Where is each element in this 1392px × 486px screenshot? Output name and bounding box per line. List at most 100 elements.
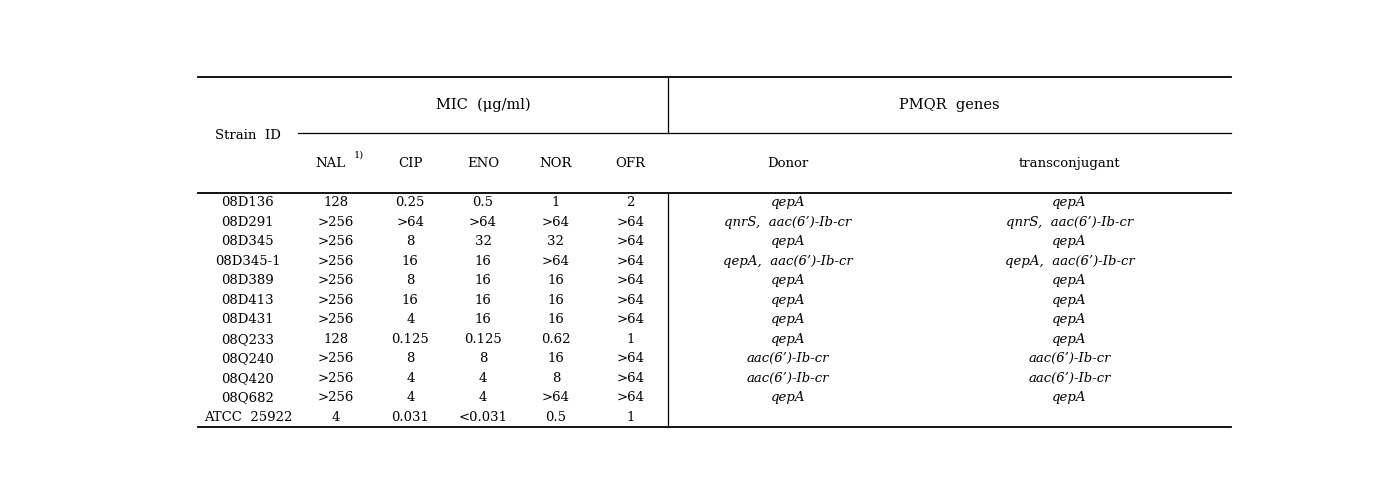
Text: qnrS,  aac(6’)-Ib-cr: qnrS, aac(6’)-Ib-cr [1006,216,1133,229]
Text: >64: >64 [617,216,644,229]
Text: <0.031: <0.031 [458,411,508,424]
Text: OFR: OFR [615,156,646,170]
Text: 08D345-1: 08D345-1 [216,255,281,268]
Text: 8: 8 [406,352,415,365]
Text: qnrS,  aac(6’)-Ib-cr: qnrS, aac(6’)-Ib-cr [724,216,852,229]
Text: MIC  (μg/ml): MIC (μg/ml) [436,98,530,112]
Text: 4: 4 [406,372,415,385]
Text: 1): 1) [354,150,365,159]
Text: 08D431: 08D431 [221,313,274,326]
Text: 08Q420: 08Q420 [221,372,274,385]
Text: 08D413: 08D413 [221,294,274,307]
Text: >64: >64 [617,352,644,365]
Text: 8: 8 [406,274,415,287]
Text: >64: >64 [617,235,644,248]
Text: >64: >64 [617,274,644,287]
Text: 2: 2 [626,196,635,209]
Text: 08D291: 08D291 [221,216,274,229]
Text: 8: 8 [551,372,560,385]
Text: NOR: NOR [540,156,572,170]
Text: transconjugant: transconjugant [1019,156,1121,170]
Text: >256: >256 [317,352,354,365]
Text: qepA: qepA [771,235,805,248]
Text: 8: 8 [479,352,487,365]
Text: qepA: qepA [771,313,805,326]
Text: 16: 16 [475,294,491,307]
Text: qepA: qepA [1052,196,1087,209]
Text: 0.62: 0.62 [541,333,571,346]
Text: 16: 16 [547,313,564,326]
Text: >64: >64 [617,313,644,326]
Text: qepA: qepA [1052,313,1087,326]
Text: 0.125: 0.125 [464,333,503,346]
Text: >64: >64 [541,255,569,268]
Text: qepA: qepA [1052,274,1087,287]
Text: 16: 16 [547,294,564,307]
Text: Donor: Donor [767,156,809,170]
Text: 16: 16 [475,274,491,287]
Text: qepA: qepA [1052,294,1087,307]
Text: 08Q233: 08Q233 [221,333,274,346]
Text: >256: >256 [317,372,354,385]
Text: >64: >64 [541,216,569,229]
Text: qepA: qepA [771,391,805,404]
Text: 16: 16 [547,352,564,365]
Text: 08D389: 08D389 [221,274,274,287]
Text: 0.125: 0.125 [391,333,429,346]
Text: qepA: qepA [1052,391,1087,404]
Text: >64: >64 [617,294,644,307]
Text: >256: >256 [317,255,354,268]
Text: >64: >64 [617,255,644,268]
Text: 0.25: 0.25 [395,196,425,209]
Text: NAL: NAL [316,156,345,170]
Text: >256: >256 [317,274,354,287]
Text: PMQR  genes: PMQR genes [899,98,999,112]
Text: aac(6’)-Ib-cr: aac(6’)-Ib-cr [746,372,830,385]
Text: Strain  ID: Strain ID [214,128,281,141]
Text: 1: 1 [626,411,635,424]
Text: qepA,  aac(6’)-Ib-cr: qepA, aac(6’)-Ib-cr [722,255,853,268]
Text: qepA: qepA [771,333,805,346]
Text: >64: >64 [541,391,569,404]
Text: 08Q240: 08Q240 [221,352,274,365]
Text: qepA: qepA [1052,235,1087,248]
Text: 1: 1 [626,333,635,346]
Text: CIP: CIP [398,156,423,170]
Text: 08D345: 08D345 [221,235,274,248]
Text: ENO: ENO [466,156,500,170]
Text: qepA: qepA [771,274,805,287]
Text: >256: >256 [317,235,354,248]
Text: aac(6’)-Ib-cr: aac(6’)-Ib-cr [746,352,830,365]
Text: 32: 32 [475,235,491,248]
Text: ATCC  25922: ATCC 25922 [203,411,292,424]
Text: >256: >256 [317,294,354,307]
Text: 16: 16 [547,274,564,287]
Text: 16: 16 [475,313,491,326]
Text: 128: 128 [323,196,348,209]
Text: 0.5: 0.5 [546,411,567,424]
Text: 4: 4 [406,391,415,404]
Text: 4: 4 [479,372,487,385]
Text: 4: 4 [479,391,487,404]
Text: qepA: qepA [1052,333,1087,346]
Text: aac(6’)-Ib-cr: aac(6’)-Ib-cr [1029,372,1111,385]
Text: 32: 32 [547,235,564,248]
Text: 16: 16 [475,255,491,268]
Text: 1: 1 [551,196,560,209]
Text: >64: >64 [617,372,644,385]
Text: 08D136: 08D136 [221,196,274,209]
Text: 4: 4 [331,411,340,424]
Text: >256: >256 [317,216,354,229]
Text: 16: 16 [402,255,419,268]
Text: qepA,  aac(6’)-Ib-cr: qepA, aac(6’)-Ib-cr [1005,255,1134,268]
Text: 8: 8 [406,235,415,248]
Text: >64: >64 [617,391,644,404]
Text: >64: >64 [469,216,497,229]
Text: aac(6’)-Ib-cr: aac(6’)-Ib-cr [1029,352,1111,365]
Text: 0.031: 0.031 [391,411,429,424]
Text: qepA: qepA [771,196,805,209]
Text: 4: 4 [406,313,415,326]
Text: 0.5: 0.5 [472,196,494,209]
Text: >64: >64 [397,216,425,229]
Text: >256: >256 [317,391,354,404]
